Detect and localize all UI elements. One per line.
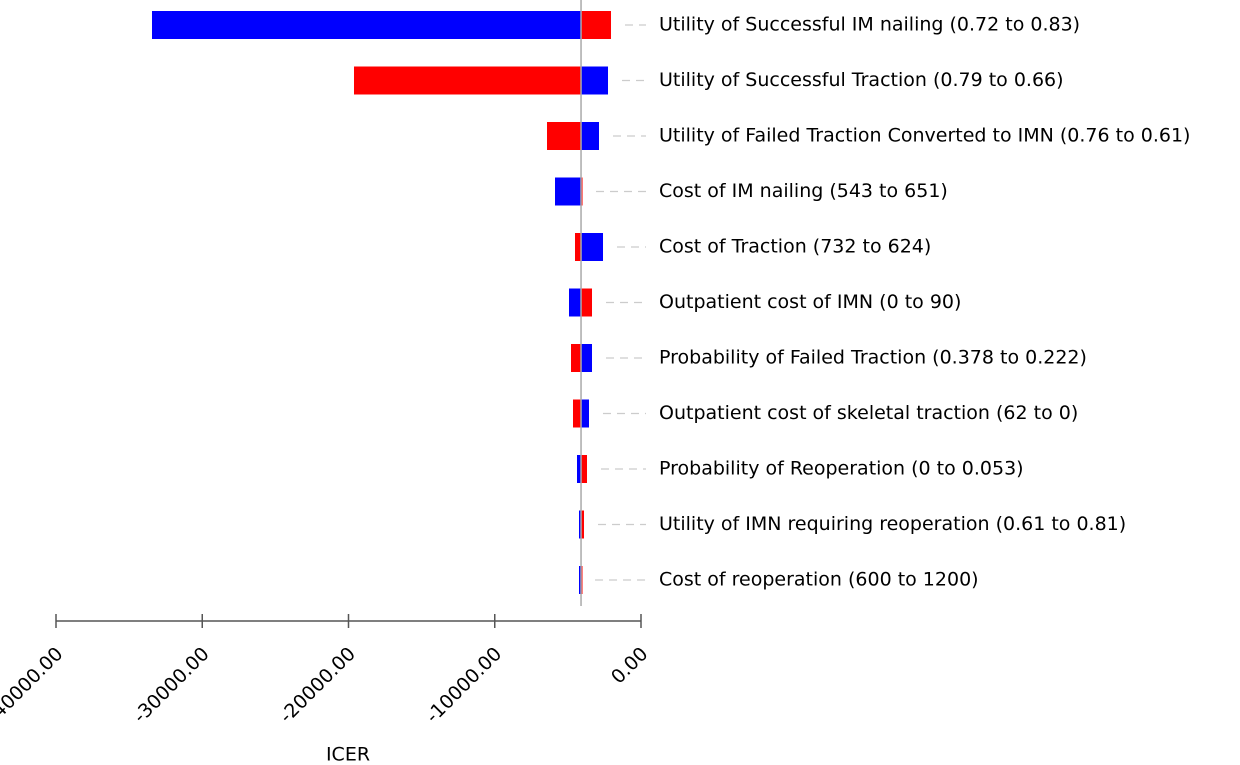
bar xyxy=(547,122,582,150)
bar xyxy=(581,455,588,483)
bar xyxy=(581,11,612,39)
bar xyxy=(581,288,593,317)
x-axis-label: ICER xyxy=(326,744,370,765)
category-label: Probability of Failed Traction (0.378 to… xyxy=(659,347,1087,369)
bar xyxy=(581,510,585,539)
category-label: Utility of IMN requiring reoperation (0.… xyxy=(659,513,1126,535)
bar xyxy=(574,233,582,261)
category-label: Cost of reoperation (600 to 1200) xyxy=(659,569,979,591)
category-label: Cost of IM nailing (543 to 651) xyxy=(659,180,948,202)
category-label: Outpatient cost of IMN (0 to 90) xyxy=(659,291,961,313)
category-label: Probability of Reoperation (0 to 0.053) xyxy=(659,458,1024,480)
x-tick-label: -10000.00 xyxy=(422,643,507,728)
bar xyxy=(581,233,604,261)
x-tick-label: 0.00 xyxy=(607,643,652,688)
bar xyxy=(572,399,582,428)
bar xyxy=(581,399,589,428)
bar xyxy=(581,122,599,150)
bar xyxy=(579,510,582,539)
bar xyxy=(571,344,582,372)
category-label: Cost of Traction (732 to 624) xyxy=(659,236,931,258)
bar xyxy=(353,66,582,95)
category-label: Utility of Successful Traction (0.79 to … xyxy=(659,69,1064,91)
x-tick-label: -40000.00 xyxy=(0,643,67,728)
bar xyxy=(581,344,593,372)
bar xyxy=(569,288,582,317)
category-label: Outpatient cost of skeletal traction (62… xyxy=(659,402,1078,424)
bar xyxy=(581,66,609,95)
bar xyxy=(579,566,582,594)
bar xyxy=(555,177,582,206)
bar xyxy=(151,11,582,39)
bar xyxy=(577,455,582,483)
x-tick-label: -30000.00 xyxy=(129,643,214,728)
x-tick-label: -20000.00 xyxy=(275,643,360,728)
category-label: Utility of Successful IM nailing (0.72 t… xyxy=(659,14,1080,36)
category-label: Utility of Failed Traction Converted to … xyxy=(659,125,1190,147)
